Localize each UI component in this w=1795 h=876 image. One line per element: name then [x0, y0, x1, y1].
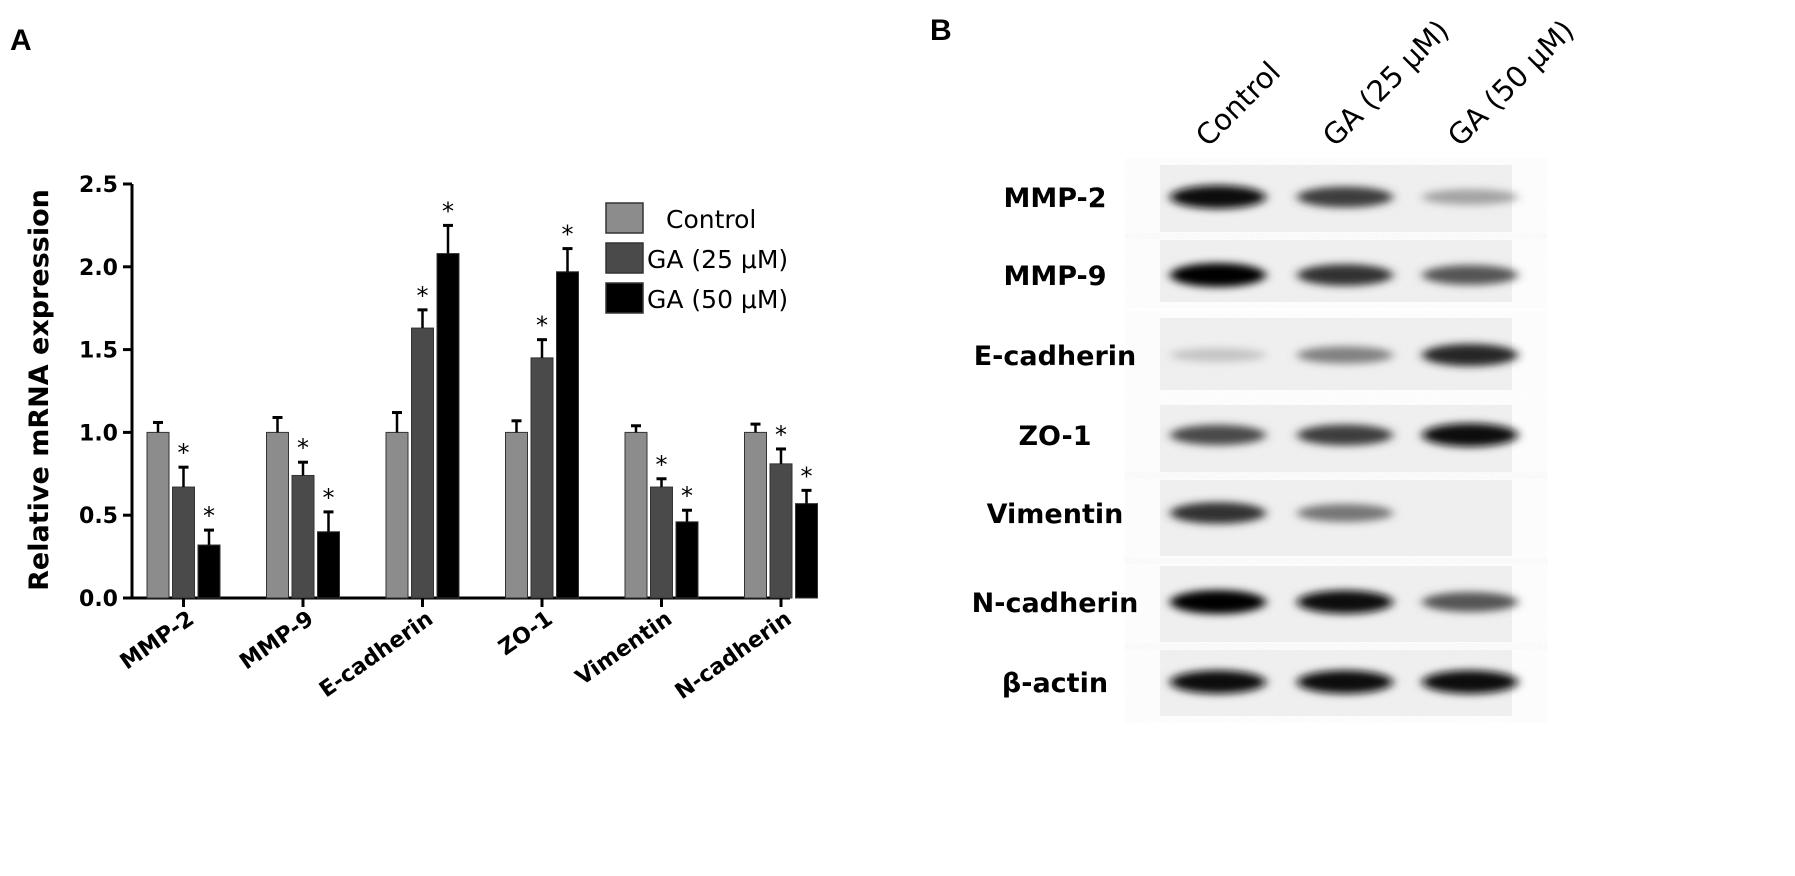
bar-n-cadherin-0: [744, 431, 767, 599]
bar-zo-1-2: [556, 271, 579, 599]
blot-band: [1422, 265, 1518, 285]
panel-a-label: A: [10, 24, 32, 57]
legend-label: GA (50 μM): [647, 285, 788, 314]
bar-mmp-9-0: [266, 431, 289, 599]
blot-band: [1297, 590, 1393, 614]
protein-label: MMP-9: [1003, 261, 1106, 292]
legend-label: Control: [666, 205, 756, 234]
significance-marker: *: [681, 482, 693, 510]
significance-marker: *: [178, 439, 190, 467]
blot-band: [1170, 502, 1266, 524]
blot-band: [1297, 264, 1393, 286]
bar-mmp-2-0: [146, 431, 170, 599]
bar-vimentin-1: [650, 486, 673, 599]
legend-label: GA (25 μM): [647, 245, 788, 274]
bar-vimentin-2: [675, 521, 699, 599]
blot-band: [1422, 343, 1518, 367]
bar-n-cadherin-1: [769, 463, 793, 599]
protein-label: ZO-1: [1018, 421, 1091, 452]
x-tick-label: E-cadherin: [315, 606, 438, 702]
bar-mmp-2-1: [172, 486, 195, 599]
bar-vimentin-0: [624, 431, 648, 599]
significance-marker: *: [442, 197, 454, 225]
bar-zo-1-0: [505, 431, 528, 599]
x-tick-label: Vimentin: [571, 606, 677, 690]
y-tick-label: 0.5: [79, 504, 118, 529]
significance-marker: *: [562, 221, 574, 249]
x-tick-label: N-cadherin: [671, 606, 797, 704]
blot-band: [1170, 670, 1266, 694]
protein-label: Vimentin: [987, 499, 1124, 530]
lane-label: Control: [1189, 55, 1287, 153]
x-tick-label: MMP-2: [116, 606, 199, 675]
x-tick-label: ZO-1: [494, 606, 557, 661]
significance-marker: *: [297, 434, 309, 462]
blot-band: [1422, 592, 1518, 612]
blot-band: [1170, 348, 1266, 362]
x-tick-label: MMP-9: [235, 606, 318, 675]
y-axis-label: Relative mRNA expression: [24, 189, 55, 591]
lane-label: GA (25 μM): [1316, 13, 1456, 153]
y-tick-label: 1.0: [79, 421, 118, 446]
y-tick-label: 1.5: [79, 339, 118, 364]
blot-band: [1297, 424, 1393, 446]
y-tick-label: 2.0: [79, 256, 118, 281]
blot-band: [1297, 504, 1393, 522]
blot-band: [1170, 263, 1266, 287]
blot-band: [1170, 590, 1266, 614]
significance-marker: *: [801, 462, 813, 490]
significance-marker: *: [323, 484, 335, 512]
bar-mmp-9-1: [291, 474, 315, 599]
bar-n-cadherin-2: [795, 503, 818, 599]
lane-label: GA (50 μM): [1441, 13, 1581, 153]
bar-e-cadherin-0: [385, 431, 409, 599]
blot-band: [1422, 423, 1518, 447]
bar-e-cadherin-2: [436, 253, 460, 599]
bar-e-cadherin-1: [411, 327, 434, 599]
western-blot: Control GA (25 μM)GA (50 μM) MMP-2 MMP-9 E-c…: [972, 13, 1581, 716]
legend: Control GA (25 μM) GA (50 μM): [605, 202, 788, 314]
protein-label: E-cadherin: [974, 341, 1137, 372]
significance-marker: *: [203, 502, 215, 530]
blot-band: [1297, 670, 1393, 694]
y-tick-label: 2.5: [79, 173, 118, 198]
panel-b-label: B: [930, 14, 952, 47]
significance-marker: *: [417, 282, 429, 310]
significance-marker: *: [775, 421, 787, 449]
blot-band: [1170, 185, 1266, 209]
bar-mmp-9-2: [317, 531, 340, 599]
significance-marker: *: [656, 451, 668, 479]
legend-swatch: [605, 202, 644, 234]
y-tick-label: 0.0: [79, 587, 118, 612]
protein-label: MMP-2: [1003, 183, 1106, 214]
protein-label: N-cadherin: [972, 588, 1139, 619]
legend-swatch: [605, 282, 644, 314]
bar-zo-1-1: [530, 357, 554, 599]
blot-band: [1422, 670, 1518, 694]
blot-band: [1297, 346, 1393, 364]
legend-swatch: [605, 242, 644, 274]
blot-band: [1422, 189, 1518, 205]
bar-chart: 0.0 0.5 1.0 1.5 2.0 2.5 * * MMP-2 * * MMP-9 * * E-cadh…: [79, 173, 818, 705]
significance-marker: *: [536, 312, 548, 340]
bar-mmp-2-2: [197, 544, 221, 599]
blot-band: [1170, 424, 1266, 446]
protein-label: β-actin: [1002, 668, 1108, 699]
blot-band: [1297, 186, 1393, 208]
